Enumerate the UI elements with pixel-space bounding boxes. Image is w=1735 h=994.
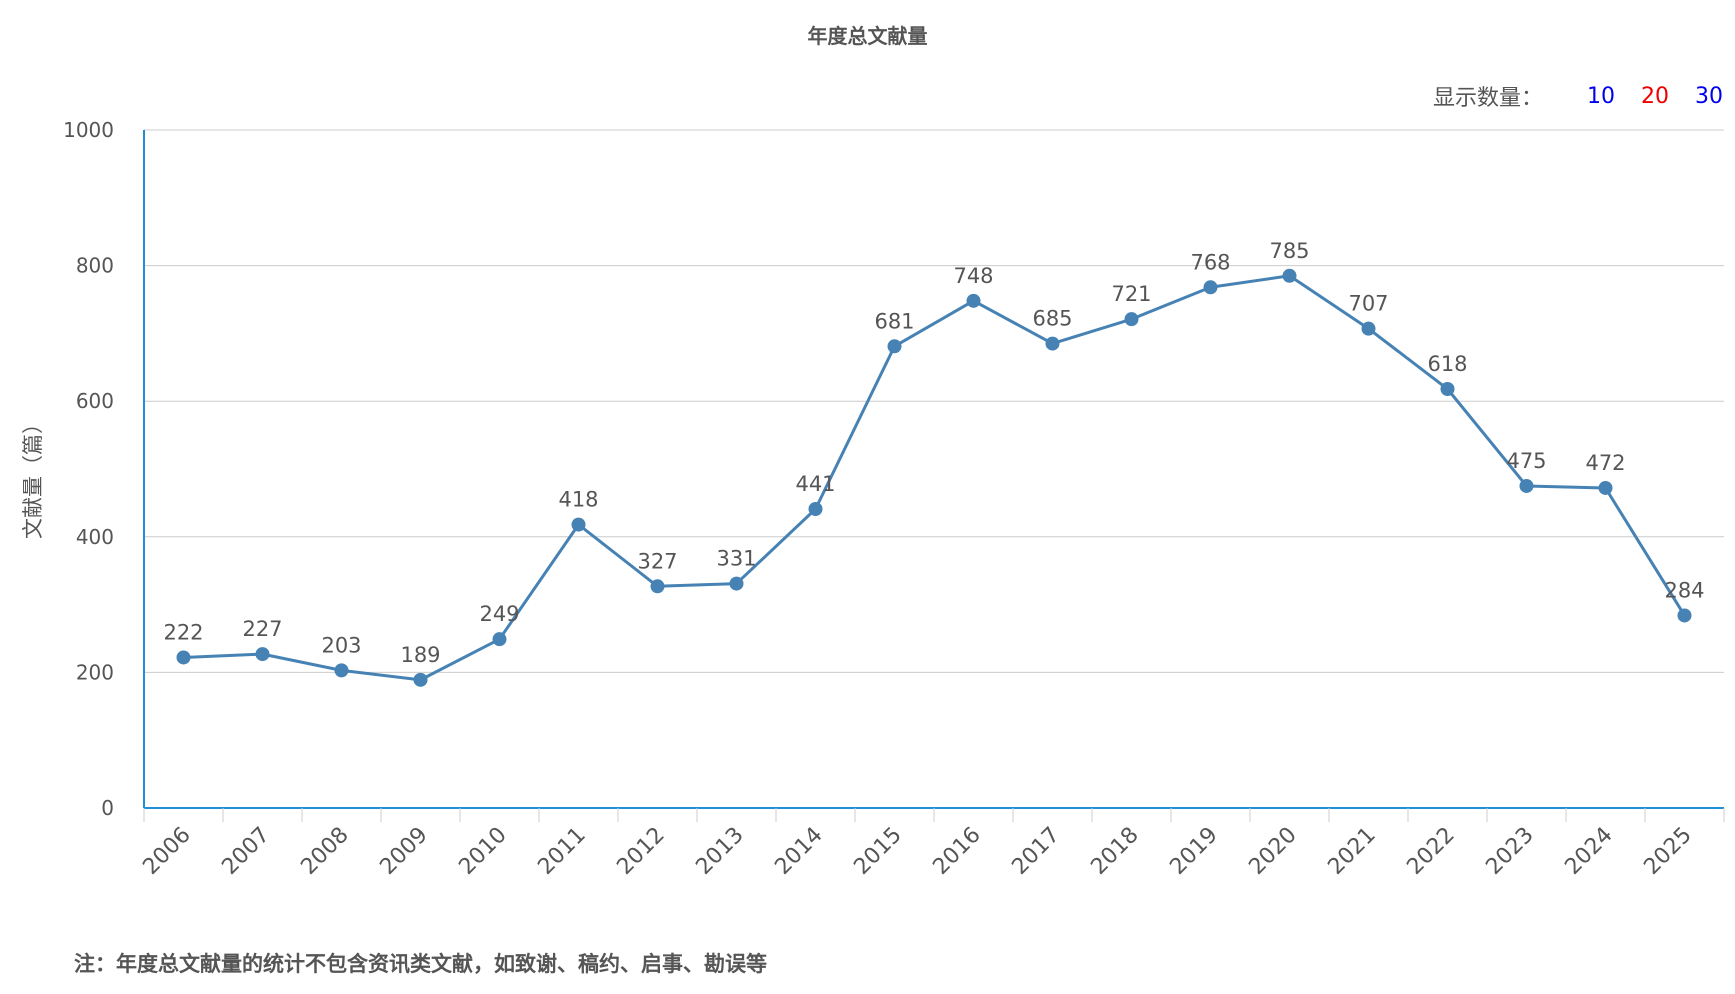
data-point-2017[interactable]: [1045, 336, 1060, 351]
y-tick-label-1000: 1000: [63, 118, 114, 142]
data-point-2008[interactable]: [334, 663, 349, 678]
display-count-label: 显示数量：: [1432, 86, 1543, 111]
x-tick-label-2022: 2022: [1402, 823, 1459, 880]
data-label-2013: 331: [716, 547, 756, 571]
data-point-2019[interactable]: [1203, 280, 1218, 295]
data-label-2006: 222: [163, 620, 203, 644]
y-tick-label-0: 0: [101, 796, 114, 820]
data-label-2024: 472: [1585, 451, 1625, 475]
data-point-2009[interactable]: [413, 672, 428, 687]
x-tick-label-2024: 2024: [1560, 823, 1617, 880]
data-point-2014[interactable]: [808, 502, 823, 517]
data-label-2011: 418: [558, 488, 598, 512]
data-point-2024[interactable]: [1598, 480, 1613, 495]
data-label-2015: 681: [874, 309, 914, 333]
x-tick-label-2007: 2007: [217, 823, 274, 880]
data-label-2021: 707: [1348, 292, 1388, 316]
data-point-2020[interactable]: [1282, 268, 1297, 283]
footnote: 注：年度总文献量的统计不包含资讯类文献，如致谢、稿约、启事、勘误等: [74, 952, 767, 976]
data-point-2010[interactable]: [492, 632, 507, 647]
data-point-2025[interactable]: [1677, 608, 1692, 623]
chart-title: 年度总文献量: [807, 24, 928, 48]
x-tick-labels: 2006 2007 2008 2009 2010 2011 2012 2013 2014 2015…: [138, 823, 1696, 880]
data-labels: 222 227 203 189 249 418 327 331 441 681 748 685 721 7…: [163, 239, 1704, 667]
y-tick-label-200: 200: [76, 660, 114, 684]
data-point-2012[interactable]: [650, 579, 665, 594]
x-tick-label-2015: 2015: [849, 823, 906, 880]
data-point-2023[interactable]: [1519, 478, 1534, 493]
data-label-2009: 189: [400, 643, 440, 667]
data-point-2018[interactable]: [1124, 312, 1139, 327]
data-label-2020: 785: [1269, 239, 1309, 263]
gridlines: [144, 129, 1724, 673]
x-tick-label-2012: 2012: [612, 823, 669, 880]
x-tick-label-2006: 2006: [138, 823, 195, 880]
data-label-2008: 203: [321, 633, 361, 657]
data-point-2006[interactable]: [176, 650, 191, 665]
y-tick-label-800: 800: [76, 254, 114, 278]
data-label-2023: 475: [1506, 449, 1546, 473]
data-label-2016: 748: [953, 264, 993, 288]
data-label-2014: 441: [795, 472, 835, 496]
data-point-2021[interactable]: [1361, 321, 1376, 336]
data-label-2022: 618: [1427, 352, 1467, 376]
data-point-2015[interactable]: [887, 339, 902, 354]
x-tick-label-2020: 2020: [1244, 823, 1301, 880]
x-tick-label-2019: 2019: [1165, 823, 1222, 880]
x-tick-label-2011: 2011: [533, 823, 590, 880]
data-point-2011[interactable]: [571, 517, 586, 532]
x-tick-label-2014: 2014: [770, 823, 827, 880]
data-label-2012: 327: [637, 549, 677, 573]
series-line: [183, 274, 1686, 682]
data-label-2025: 284: [1664, 578, 1704, 602]
y-tick-label-400: 400: [76, 525, 114, 549]
data-point-2007[interactable]: [255, 647, 270, 662]
display-count-option-10[interactable]: 10: [1587, 83, 1615, 109]
display-count-option-20[interactable]: 20: [1641, 83, 1669, 109]
x-tick-label-2018: 2018: [1086, 823, 1143, 880]
data-point-2013[interactable]: [729, 576, 744, 591]
x-tick-label-2016: 2016: [928, 823, 985, 880]
axes: [143, 130, 1725, 822]
data-label-2018: 721: [1111, 282, 1151, 306]
y-tick-label-600: 600: [76, 389, 114, 413]
series: [176, 268, 1692, 687]
display-count-selector: 显示数量： 10 20 30: [1433, 80, 1723, 112]
x-tick-label-2010: 2010: [454, 823, 511, 880]
data-point-2022[interactable]: [1440, 381, 1455, 396]
x-tick-label-2009: 2009: [375, 823, 432, 880]
data-label-2010: 249: [479, 602, 519, 626]
data-label-2007: 227: [242, 617, 282, 641]
display-count-option-30[interactable]: 30: [1695, 83, 1723, 109]
x-tick-label-2013: 2013: [691, 823, 748, 880]
data-point-2016[interactable]: [966, 293, 981, 308]
data-label-2017: 685: [1032, 307, 1072, 331]
y-tick-labels: 0 200 400 600 800 1000: [63, 118, 114, 820]
data-label-2019: 768: [1190, 250, 1230, 274]
x-tick-label-2008: 2008: [296, 823, 353, 880]
x-tick-label-2023: 2023: [1481, 823, 1538, 880]
x-tick-label-2021: 2021: [1323, 823, 1380, 880]
x-tick-label-2025: 2025: [1639, 823, 1696, 880]
x-tick-label-2017: 2017: [1007, 823, 1064, 880]
